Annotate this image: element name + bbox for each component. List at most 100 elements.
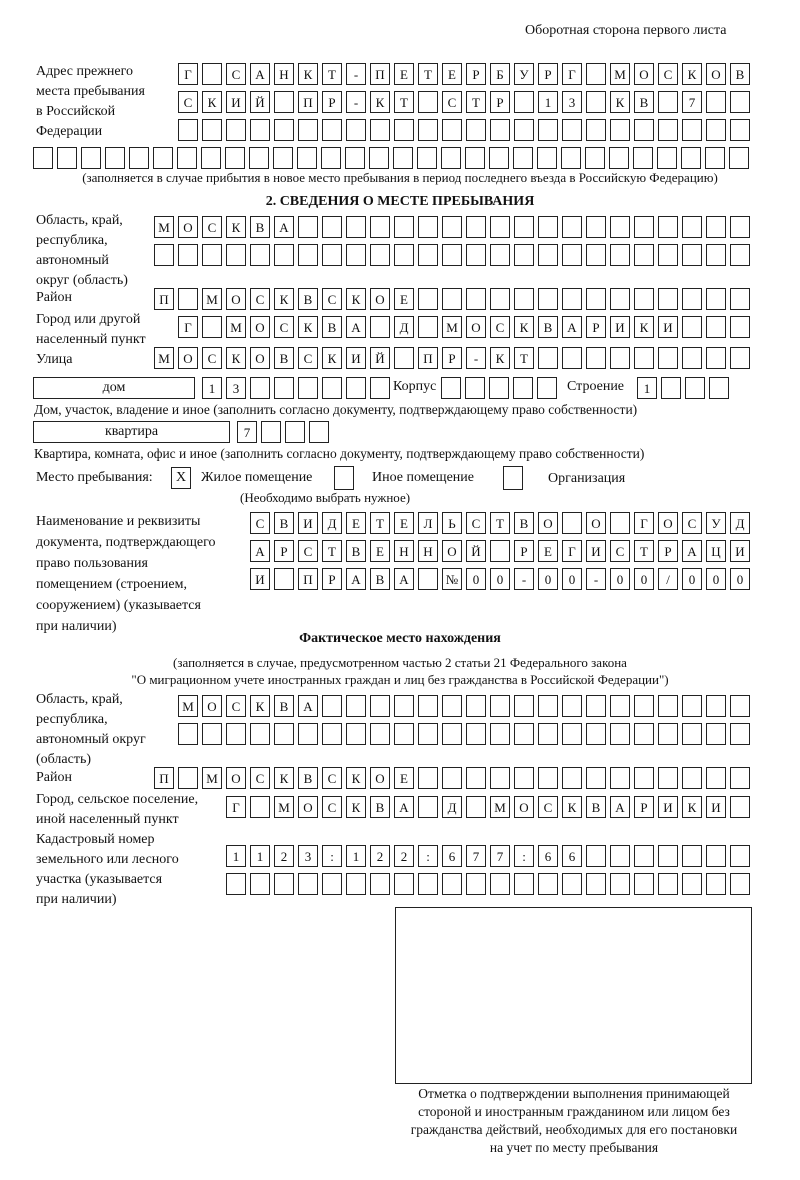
letter-cell[interactable] [370, 873, 390, 895]
letter-cell[interactable] [661, 377, 681, 399]
letter-cell[interactable]: Р [634, 796, 654, 818]
letter-cell[interactable]: О [634, 63, 654, 85]
letter-cell[interactable] [309, 421, 329, 443]
letter-cell[interactable] [514, 695, 534, 717]
letter-cell[interactable] [658, 767, 678, 789]
letter-cell[interactable] [730, 347, 750, 369]
letter-cell[interactable]: Е [394, 512, 414, 534]
letter-cell[interactable] [394, 695, 414, 717]
letter-cell[interactable]: В [370, 796, 390, 818]
letter-cell[interactable] [225, 147, 245, 169]
letter-cell[interactable]: Р [466, 63, 486, 85]
letter-cell[interactable]: 1 [226, 845, 246, 867]
letter-cell[interactable] [538, 873, 558, 895]
letter-cell[interactable]: Т [466, 91, 486, 113]
letter-cell[interactable] [369, 147, 389, 169]
letter-cell[interactable] [202, 119, 222, 141]
letter-cell[interactable] [322, 723, 342, 745]
letter-cell[interactable] [418, 316, 438, 338]
letter-cell[interactable] [610, 119, 630, 141]
letter-cell[interactable] [586, 91, 606, 113]
letter-cell[interactable]: 1 [637, 377, 657, 399]
letter-cell[interactable] [274, 723, 294, 745]
letter-cell[interactable] [466, 723, 486, 745]
letter-cell[interactable]: С [226, 695, 246, 717]
letter-cell[interactable]: 1 [202, 377, 222, 399]
letter-cell[interactable] [285, 421, 305, 443]
letter-cell[interactable]: 7 [466, 845, 486, 867]
letter-cell[interactable] [466, 119, 486, 141]
letter-cell[interactable]: 0 [562, 568, 582, 590]
letter-cell[interactable] [418, 767, 438, 789]
letter-cell[interactable] [730, 767, 750, 789]
letter-cell[interactable] [658, 91, 678, 113]
letter-cell[interactable] [226, 873, 246, 895]
letter-cell[interactable] [586, 63, 606, 85]
letter-cell[interactable] [610, 873, 630, 895]
letter-cell[interactable] [441, 147, 461, 169]
letter-cell[interactable] [442, 119, 462, 141]
letter-cell[interactable]: 7 [682, 91, 702, 113]
letter-cell[interactable]: А [562, 316, 582, 338]
letter-cell[interactable]: Е [370, 540, 390, 562]
letter-cell[interactable] [442, 216, 462, 238]
letter-cell[interactable]: / [658, 568, 678, 590]
letter-cell[interactable] [178, 119, 198, 141]
letter-cell[interactable] [706, 695, 726, 717]
letter-cell[interactable]: Н [394, 540, 414, 562]
letter-cell[interactable] [705, 147, 725, 169]
letter-cell[interactable] [202, 244, 222, 266]
letter-cell[interactable] [490, 723, 510, 745]
letter-cell[interactable]: О [466, 316, 486, 338]
letter-cell[interactable] [394, 347, 414, 369]
letter-cell[interactable]: Д [394, 316, 414, 338]
letter-cell[interactable] [730, 244, 750, 266]
letter-cell[interactable] [178, 723, 198, 745]
letter-cell[interactable] [153, 147, 173, 169]
letter-cell[interactable] [514, 767, 534, 789]
letter-cell[interactable] [634, 244, 654, 266]
letter-cell[interactable] [370, 316, 390, 338]
letter-cell[interactable]: В [634, 91, 654, 113]
letter-cell[interactable] [562, 119, 582, 141]
letter-cell[interactable] [202, 316, 222, 338]
letter-cell[interactable]: К [634, 316, 654, 338]
letter-cell[interactable]: В [298, 767, 318, 789]
letter-cell[interactable] [226, 723, 246, 745]
letter-cell[interactable]: 0 [538, 568, 558, 590]
letter-cell[interactable] [586, 216, 606, 238]
letter-cell[interactable] [538, 695, 558, 717]
letter-cell[interactable] [682, 119, 702, 141]
letter-cell[interactable]: О [586, 512, 606, 534]
letter-cell[interactable] [490, 873, 510, 895]
letter-cell[interactable] [586, 845, 606, 867]
letter-cell[interactable]: А [298, 695, 318, 717]
letter-cell[interactable] [682, 723, 702, 745]
letter-cell[interactable] [346, 723, 366, 745]
letter-cell[interactable] [634, 695, 654, 717]
letter-cell[interactable] [298, 244, 318, 266]
letter-cell[interactable]: 1 [250, 845, 270, 867]
letter-cell[interactable]: П [298, 568, 318, 590]
letter-cell[interactable] [610, 244, 630, 266]
letter-cell[interactable] [586, 119, 606, 141]
letter-cell[interactable]: Е [538, 540, 558, 562]
letter-cell[interactable] [658, 347, 678, 369]
letter-cell[interactable]: О [250, 347, 270, 369]
letter-cell[interactable]: Т [418, 63, 438, 85]
letter-cell[interactable] [706, 244, 726, 266]
letter-cell[interactable] [537, 377, 557, 399]
letter-cell[interactable]: 7 [237, 421, 257, 443]
letter-cell[interactable] [370, 723, 390, 745]
letter-cell[interactable] [562, 873, 582, 895]
letter-cell[interactable] [586, 695, 606, 717]
letter-cell[interactable] [658, 695, 678, 717]
letter-cell[interactable] [538, 723, 558, 745]
letter-cell[interactable]: В [298, 288, 318, 310]
letter-cell[interactable]: И [298, 512, 318, 534]
letter-cell[interactable]: О [658, 512, 678, 534]
letter-cell[interactable]: С [490, 316, 510, 338]
letter-cell[interactable]: С [442, 91, 462, 113]
letter-cell[interactable] [274, 119, 294, 141]
letter-cell[interactable]: А [346, 316, 366, 338]
